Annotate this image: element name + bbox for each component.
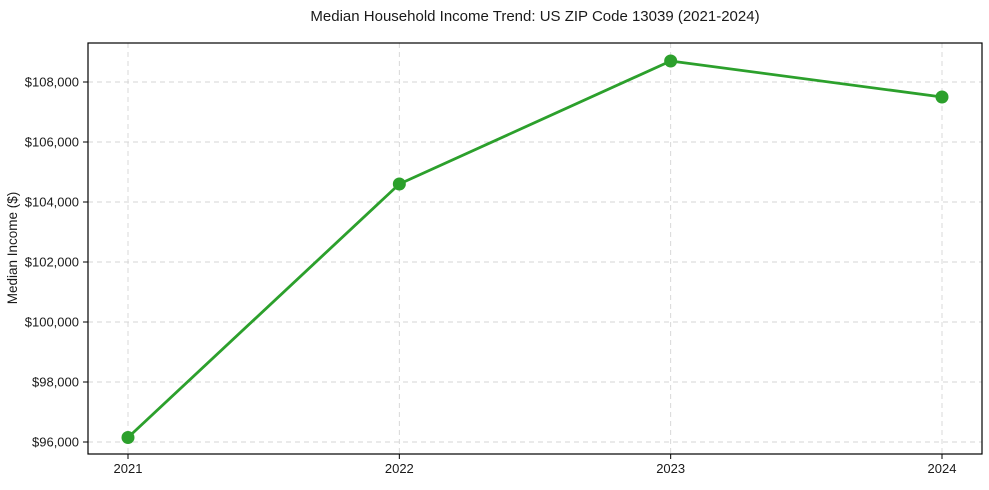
x-tick-label: 2021: [114, 461, 143, 476]
y-tick-label: $96,000: [32, 435, 79, 450]
y-axis-label: Median Income ($): [5, 192, 20, 305]
x-tick-label: 2022: [385, 461, 414, 476]
data-point-marker: [935, 90, 949, 104]
data-point-marker: [392, 177, 406, 191]
x-tick-label: 2023: [656, 461, 685, 476]
data-point-marker: [664, 54, 678, 68]
y-tick-label: $104,000: [25, 195, 79, 210]
y-tick-label: $100,000: [25, 315, 79, 330]
y-tick-label: $98,000: [32, 375, 79, 390]
x-tick-label: 2024: [928, 461, 957, 476]
grid-lines: [88, 43, 982, 454]
chart-title: Median Household Income Trend: US ZIP Co…: [310, 8, 759, 25]
series-line: [126, 59, 944, 439]
data-point-marker: [121, 431, 135, 444]
y-tick-label: $102,000: [25, 255, 79, 270]
data-series: [121, 54, 949, 444]
y-tick-label: $108,000: [25, 75, 79, 90]
axes: $96,000 $98,000 $100,000 $102,000 $104,000 $1…: [25, 42, 983, 476]
plot-border: [87, 42, 983, 455]
y-tick-label: $106,000: [25, 135, 79, 150]
